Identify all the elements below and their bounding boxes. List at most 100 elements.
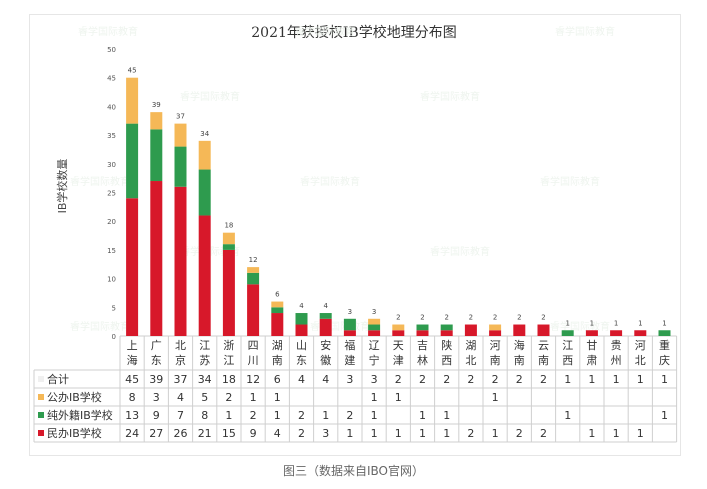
- table-cell-value: 24: [125, 427, 139, 440]
- table-cell-value: 2: [467, 427, 474, 440]
- watermark: 睿学国际教育: [78, 25, 138, 38]
- bar-segment: [489, 330, 502, 336]
- bar-segment: [174, 123, 187, 147]
- table-cell-value: 4: [298, 373, 305, 386]
- legend-label: 公办IB学校: [47, 390, 102, 404]
- total-data-label: 34: [200, 130, 209, 138]
- table-grid: [33, 335, 678, 443]
- table-cell-value: 45: [125, 373, 139, 386]
- table-cell-value: 1: [419, 427, 426, 440]
- watermark: 睿学国际教育: [550, 320, 610, 333]
- category-label: 江西: [562, 339, 573, 367]
- table-cell-value: 2: [419, 373, 426, 386]
- category-label: 福建: [344, 338, 355, 367]
- bar-segment: [198, 140, 211, 170]
- table-cell-value: 1: [661, 409, 668, 422]
- total-data-label: 6: [275, 291, 280, 299]
- table-cell-value: 1: [613, 427, 620, 440]
- total-data-label: 1: [565, 319, 569, 327]
- y-tick-label: 10: [107, 276, 116, 284]
- table-cell-value: 2: [395, 373, 402, 386]
- table-cell-value: 1: [225, 409, 232, 422]
- total-data-label: 1: [662, 319, 666, 327]
- table-cell-value: 4: [177, 391, 184, 404]
- table-cell-value: 26: [174, 427, 188, 440]
- legend-swatch: [38, 430, 44, 436]
- legend-swatch: [38, 412, 44, 418]
- y-tick-label: 15: [107, 247, 116, 255]
- watermark: 睿学国际教育: [310, 320, 370, 333]
- bar-segment: [416, 324, 429, 331]
- total-data-label: 1: [590, 319, 594, 327]
- bar-segment: [319, 318, 332, 336]
- category-label: 海南: [514, 338, 525, 367]
- table-cell-value: 2: [467, 373, 474, 386]
- table-cell-value: 2: [516, 427, 523, 440]
- total-data-label: 2: [469, 314, 473, 322]
- bar-segment: [658, 330, 671, 336]
- bar-segment: [150, 181, 163, 336]
- bar-segment: [368, 330, 381, 336]
- bar-segment: [295, 313, 308, 325]
- table-cell-value: 9: [250, 427, 257, 440]
- table-cell-value: 1: [564, 409, 571, 422]
- table-cell-value: 18: [222, 373, 236, 386]
- y-tick-label: 50: [107, 46, 116, 54]
- table-cell-value: 3: [346, 373, 353, 386]
- total-data-label: 2: [444, 314, 448, 322]
- table-cell-value: 1: [443, 409, 450, 422]
- bar-segment: [368, 324, 381, 331]
- table-cell-value: 2: [225, 391, 232, 404]
- bar-segment: [464, 324, 477, 336]
- bar-segment: [368, 318, 381, 325]
- category-label: 四川: [248, 339, 259, 367]
- bar-segment: [343, 318, 356, 331]
- table-cell-value: 1: [637, 373, 644, 386]
- table-cell-value: 4: [322, 373, 329, 386]
- bar-segment: [222, 244, 235, 250]
- bar-segment: [561, 330, 574, 336]
- category-label: 辽宁: [369, 339, 380, 367]
- watermark: 睿学国际教育: [70, 320, 130, 333]
- watermark: 睿学国际教育: [430, 245, 490, 258]
- category-label: 北京: [175, 339, 186, 367]
- bar-segment: [247, 272, 260, 285]
- table-cell-value: 2: [516, 373, 523, 386]
- bar-segment: [392, 330, 405, 336]
- table-cell-value: 13: [125, 409, 139, 422]
- watermark: 睿学国际教育: [70, 175, 130, 188]
- table-cell-value: 1: [492, 391, 499, 404]
- total-data-label: 2: [541, 314, 545, 322]
- category-label: 湖南: [272, 339, 283, 367]
- bar-segment: [222, 232, 235, 245]
- table-cell-value: 1: [588, 373, 595, 386]
- bar-segment: [198, 215, 211, 336]
- table-cell-value: 3: [322, 427, 329, 440]
- legend-label: 合计: [47, 372, 69, 386]
- table-cell-value: 1: [346, 427, 353, 440]
- category-label: 上海: [127, 339, 138, 367]
- table-cell-value: 2: [443, 373, 450, 386]
- bar-segment: [295, 324, 308, 336]
- total-data-label: 2: [396, 314, 400, 322]
- category-label: 贵州: [611, 339, 622, 367]
- table-cell-value: 5: [201, 391, 208, 404]
- y-tick-label: 45: [107, 75, 116, 83]
- watermark: 睿学国际教育: [180, 90, 240, 103]
- table-cell-value: 1: [613, 373, 620, 386]
- total-data-label: 4: [299, 302, 304, 310]
- table-cell-value: 1: [250, 391, 257, 404]
- table-cell-value: 15: [222, 427, 236, 440]
- bar-segment: [271, 313, 284, 336]
- bar-segment: [126, 198, 139, 336]
- bar-segment: [440, 330, 453, 336]
- total-data-label: 12: [249, 256, 258, 264]
- bar-segment: [150, 129, 163, 182]
- bar-segment: [440, 324, 453, 331]
- total-data-label: 3: [372, 308, 376, 316]
- table-cell-value: 2: [346, 409, 353, 422]
- table-cell-value: 6: [274, 373, 281, 386]
- table-cell-value: 12: [246, 373, 260, 386]
